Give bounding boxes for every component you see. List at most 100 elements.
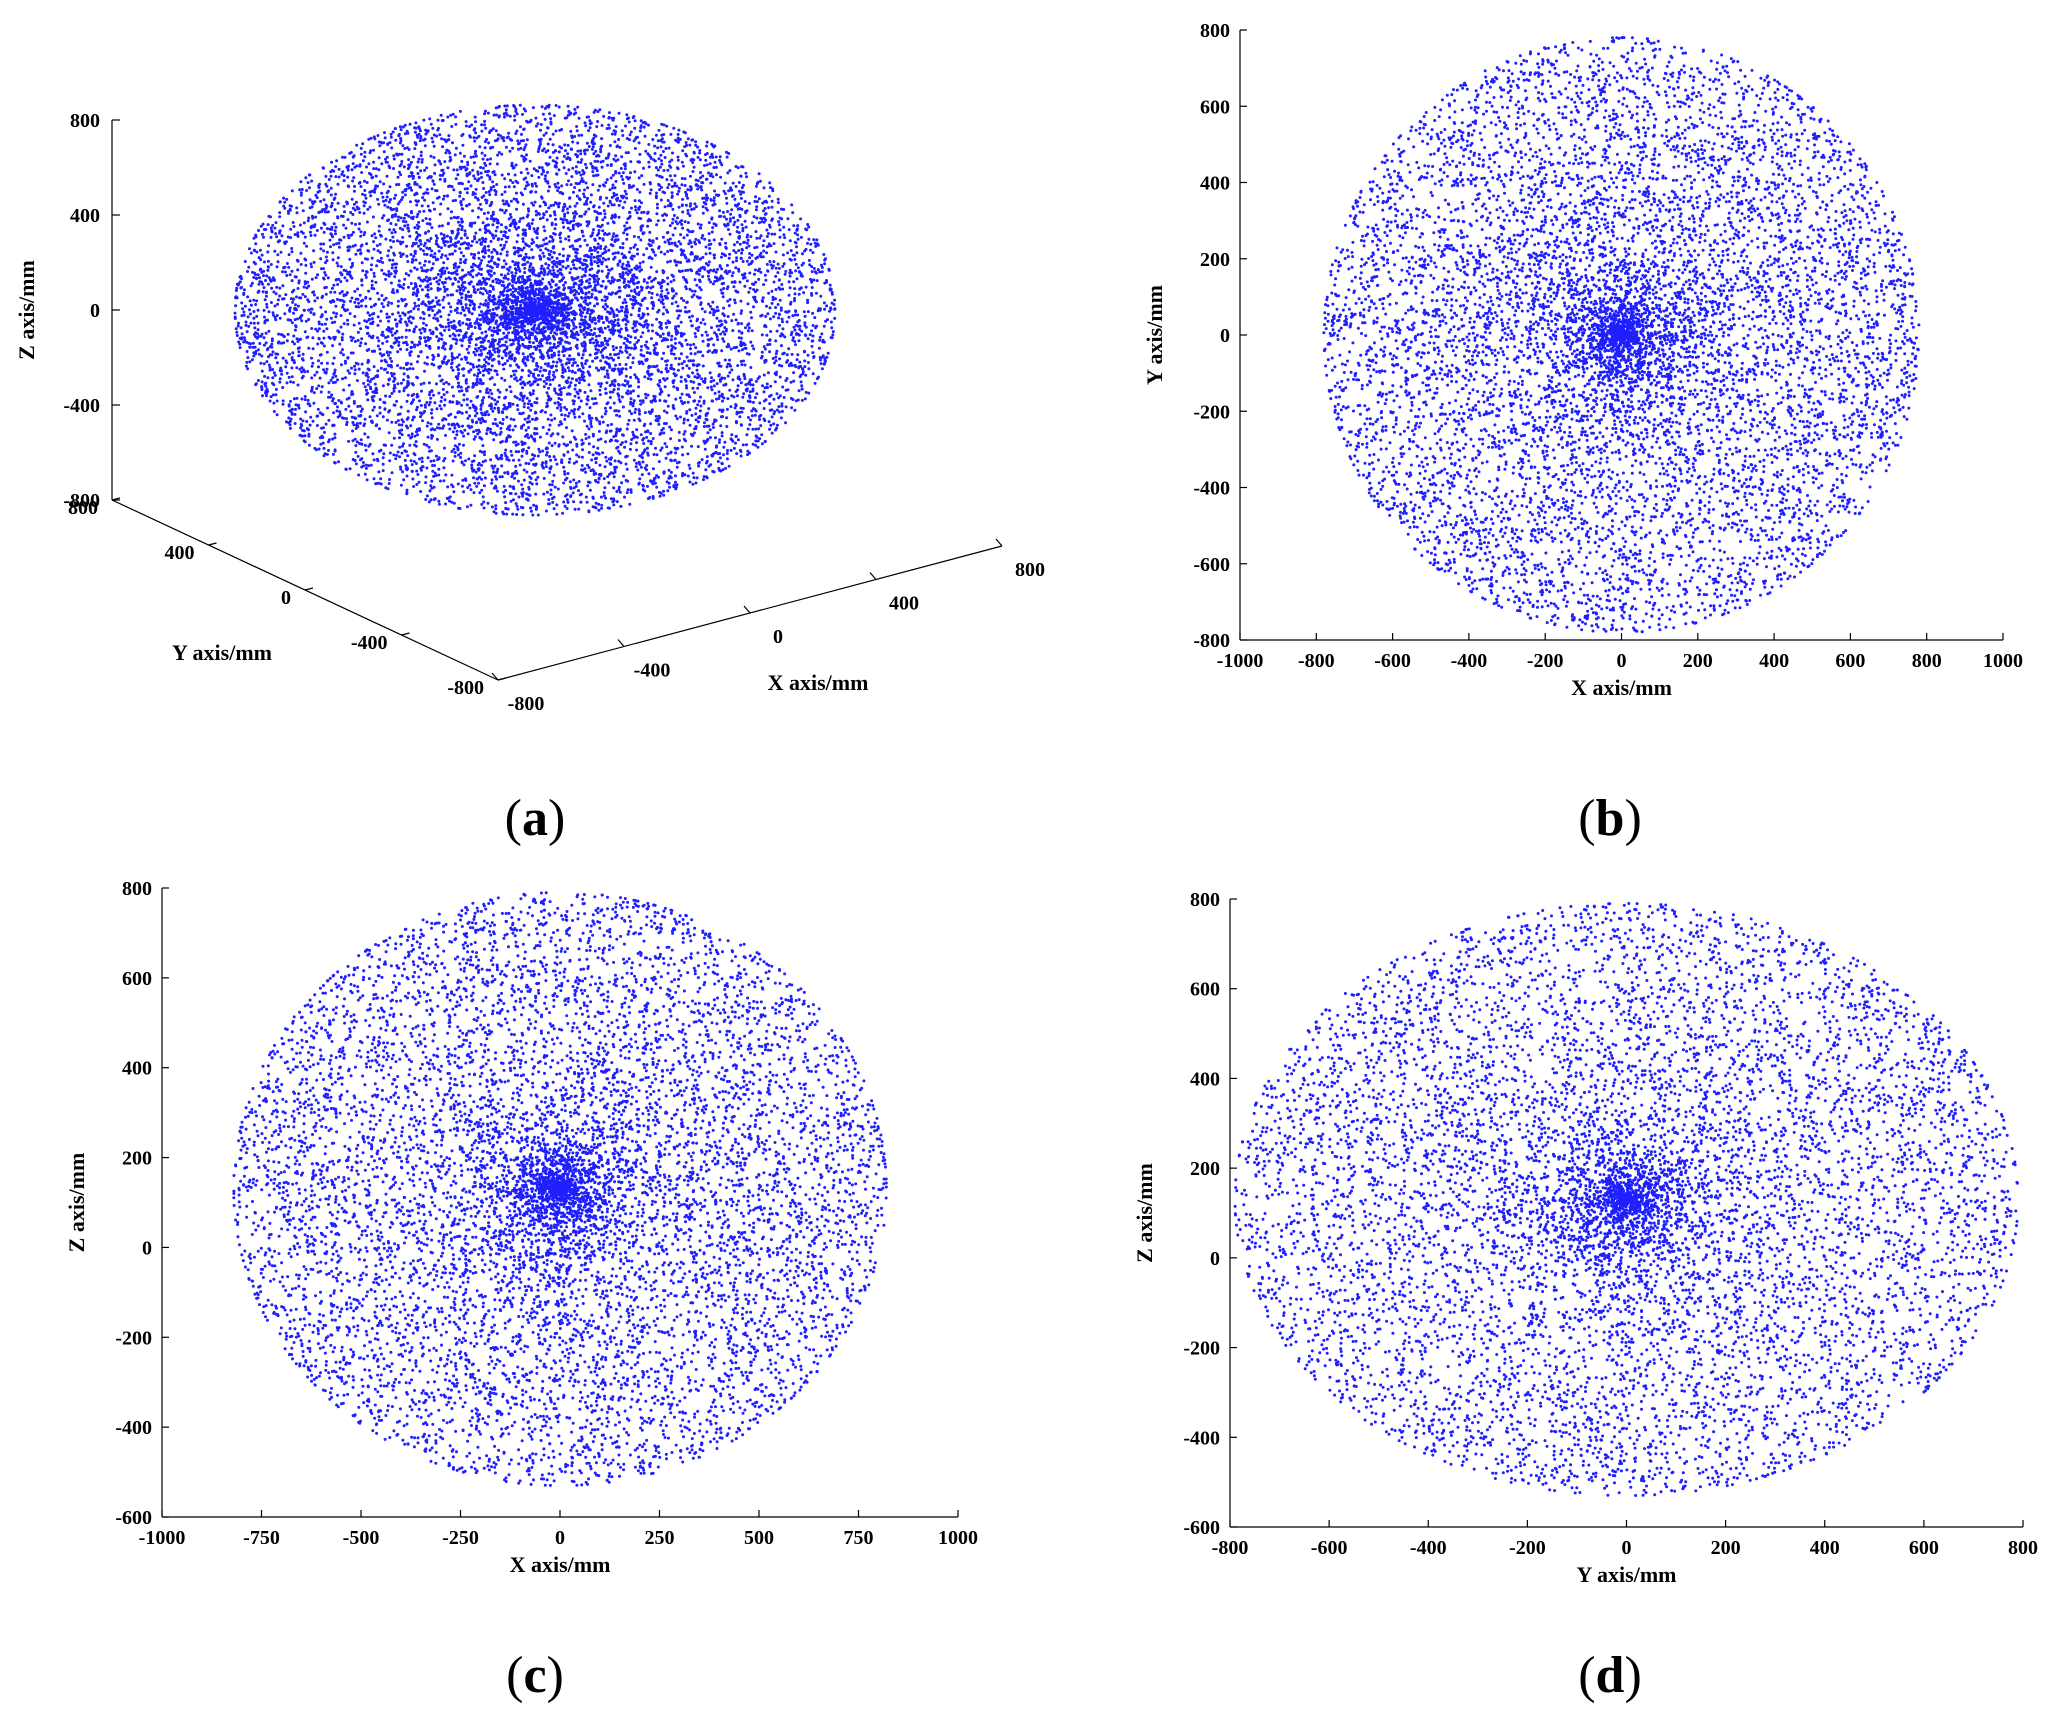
data-point: [630, 313, 633, 316]
data-point: [383, 272, 386, 275]
data-point: [621, 178, 624, 181]
data-point: [443, 393, 446, 396]
data-point: [354, 244, 357, 247]
data-point: [812, 251, 815, 254]
data-point: [803, 321, 806, 324]
data-point: [396, 364, 399, 367]
data-point: [737, 202, 740, 205]
data-point: [634, 119, 637, 122]
data-point: [594, 249, 597, 252]
data-point: [262, 274, 265, 277]
data-point: [348, 384, 351, 387]
data-point: [568, 458, 571, 461]
data-point: [660, 371, 663, 374]
data-point: [596, 356, 599, 359]
data-point: [419, 139, 422, 142]
data-point: [543, 380, 546, 383]
data-point: [613, 402, 616, 405]
data-point: [509, 213, 512, 216]
data-point: [431, 140, 434, 143]
data-point: [507, 272, 510, 275]
data-point: [625, 238, 628, 241]
data-point: [391, 266, 394, 269]
data-point: [782, 233, 785, 236]
data-point: [629, 392, 632, 395]
data-point: [486, 158, 489, 161]
data-point: [638, 160, 641, 163]
data-point: [325, 256, 328, 259]
data-point: [260, 355, 263, 358]
data-point: [577, 369, 580, 372]
data-point: [666, 489, 669, 492]
data-point: [429, 210, 432, 213]
data-point: [576, 202, 579, 205]
data-point: [766, 383, 769, 386]
data-point: [681, 446, 684, 449]
data-point: [403, 314, 406, 317]
data-point: [252, 317, 255, 320]
data-point: [693, 202, 696, 205]
data-point: [462, 490, 465, 493]
data-point: [512, 418, 515, 421]
data-point: [607, 124, 610, 127]
data-point: [709, 182, 712, 185]
data-point: [460, 251, 463, 254]
data-point: [610, 217, 613, 220]
data-point: [622, 263, 625, 266]
data-point: [748, 202, 751, 205]
data-point: [697, 465, 700, 468]
data-point: [425, 217, 428, 220]
data-point: [790, 203, 793, 206]
data-point: [443, 234, 446, 237]
data-point: [573, 462, 576, 465]
data-point: [640, 345, 643, 348]
data-point: [443, 285, 446, 288]
data-point: [362, 382, 365, 385]
data-point: [378, 406, 381, 409]
data-point: [446, 294, 449, 297]
data-point: [270, 236, 273, 239]
data-point: [607, 506, 610, 509]
data-point: [508, 185, 511, 188]
data-point: [296, 337, 299, 340]
data-point: [495, 129, 498, 132]
data-point: [772, 357, 775, 360]
data-point: [310, 376, 313, 379]
data-point: [404, 220, 407, 223]
data-point: [598, 237, 601, 240]
data-point: [412, 293, 415, 296]
data-point: [503, 471, 506, 474]
data-point: [337, 183, 340, 186]
data-point: [491, 223, 494, 226]
data-point: [396, 239, 399, 242]
data-point: [622, 242, 625, 245]
data-point: [655, 212, 658, 215]
data-point: [559, 409, 562, 412]
data-point: [301, 293, 304, 296]
data-point: [237, 325, 240, 328]
data-point: [479, 303, 482, 306]
data-point: [626, 491, 629, 494]
data-point: [473, 136, 476, 139]
data-point: [744, 200, 747, 203]
data-point: [389, 185, 392, 188]
data-point: [498, 258, 501, 261]
data-point: [372, 216, 375, 219]
data-point: [477, 135, 480, 138]
data-point: [619, 443, 622, 446]
data-point: [690, 380, 693, 383]
data-point: [403, 217, 406, 220]
data-point: [580, 400, 583, 403]
data-point: [678, 431, 681, 434]
data-point: [704, 159, 707, 162]
data-point: [621, 396, 624, 399]
data-point: [476, 318, 479, 321]
data-point: [824, 257, 827, 260]
data-point: [632, 402, 635, 405]
data-point: [617, 395, 620, 398]
data-point: [463, 155, 466, 158]
data-point: [794, 329, 797, 332]
data-point: [606, 222, 609, 225]
data-point: [807, 361, 810, 364]
data-point: [401, 336, 404, 339]
